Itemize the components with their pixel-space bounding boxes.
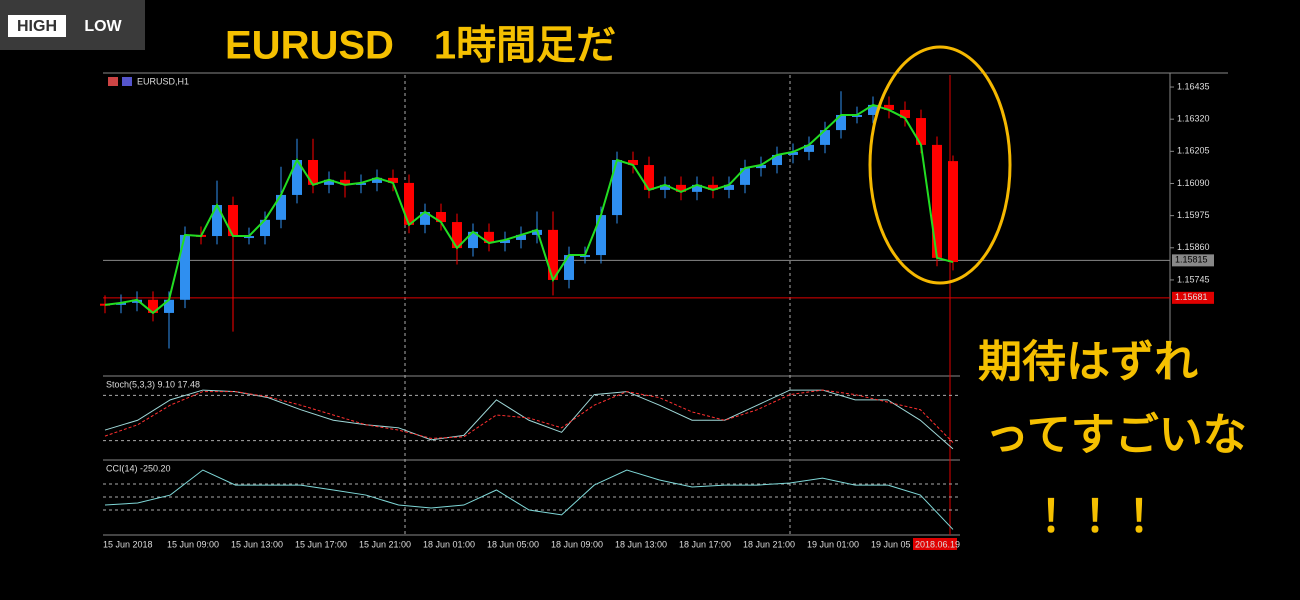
x-tick-label: 15 Jun 2018: [103, 539, 153, 549]
stoch-label: Stoch(5,3,3) 9.10 17.48: [106, 379, 200, 389]
y-tick-label: 1.15745: [1177, 274, 1210, 284]
candle-body: [420, 211, 430, 225]
bid-label-box: [1172, 254, 1214, 267]
candle-body: [276, 194, 286, 220]
x-tick-label: 2018.06.19: [915, 539, 960, 549]
y-tick-label: 1.15975: [1177, 210, 1210, 220]
candle-body: [212, 205, 222, 237]
candle-body: [692, 184, 702, 192]
y-tick-label: 1.15860: [1177, 242, 1210, 252]
candle-body: [564, 255, 574, 280]
candle-body: [308, 159, 318, 185]
candle-body: [436, 211, 446, 223]
candle-body: [324, 179, 334, 185]
x-tick-label: 15 Jun 13:00: [231, 539, 283, 549]
logo-high: HIGH: [17, 18, 57, 35]
ask-label-box: [1172, 291, 1214, 304]
candle-body: [788, 151, 798, 155]
candle-body: [596, 215, 606, 256]
x-tick-label: 18 Jun 01:00: [423, 539, 475, 549]
cci-line: [104, 469, 954, 530]
candle-body: [500, 239, 510, 244]
candle-body: [756, 165, 766, 169]
candle-body: [132, 299, 142, 303]
candle-body: [468, 231, 478, 249]
candle-body: [820, 130, 830, 145]
time-label-box: [913, 538, 957, 550]
title: EURUSD 1時間足だ: [225, 24, 616, 68]
candle-body: [884, 104, 894, 110]
candle-body: [740, 168, 750, 185]
candle-body: [868, 104, 878, 115]
candle-body: [708, 184, 718, 190]
logo-high-box: [8, 15, 66, 37]
x-tick-label: 18 Jun 05:00: [487, 539, 539, 549]
candle-body: [900, 109, 910, 119]
logo-low: LOW: [84, 18, 122, 35]
candle-body: [228, 205, 238, 237]
cci-label: CCI(14) -250.20: [106, 463, 171, 473]
candle-body: [148, 299, 158, 313]
symbol-icon: [122, 77, 132, 86]
x-tick-label: 18 Jun 17:00: [679, 539, 731, 549]
x-tick-label: 15 Jun 17:00: [295, 539, 347, 549]
stoch-line: [104, 389, 954, 443]
candle-body: [676, 184, 686, 192]
candle-body: [516, 234, 526, 240]
x-tick-label: 15 Jun 21:00: [359, 539, 411, 549]
candle-body: [932, 144, 942, 258]
candle-body: [484, 231, 494, 244]
candle-body: [804, 144, 814, 152]
candle-body: [180, 234, 190, 300]
candle-body: [372, 177, 382, 183]
y-tick-label: 1.16090: [1177, 178, 1210, 188]
x-tick-label: 18 Jun 13:00: [615, 539, 667, 549]
candle-body: [164, 299, 174, 313]
highlight-ellipse: [868, 45, 1012, 285]
candle-body: [292, 159, 302, 195]
candle-body: [772, 154, 782, 166]
y-tick-label: 1.16320: [1177, 114, 1210, 124]
candle-body: [340, 179, 350, 185]
y-tick-label: 1.16435: [1177, 81, 1210, 91]
comment-line3: ！！！: [1040, 493, 1172, 542]
candle-body: [916, 118, 926, 145]
close-line: [104, 103, 954, 315]
symbol-label: EURUSD,H1: [137, 76, 189, 86]
candle-body: [628, 159, 638, 166]
candle-body: [452, 222, 462, 249]
x-tick-label: 18 Jun 09:00: [551, 539, 603, 549]
candle-body: [644, 165, 654, 190]
candle-body: [724, 184, 734, 190]
y-tick-label: 1.16205: [1177, 146, 1210, 156]
candle-body: [836, 114, 846, 131]
candle-body: [948, 161, 958, 263]
x-tick-label: 18 Jun 21:00: [743, 539, 795, 549]
candle-body: [404, 182, 414, 225]
symbol-icon: [108, 77, 118, 86]
x-tick-label: 15 Jun 09:00: [167, 539, 219, 549]
bid-label: 1.15815: [1175, 255, 1208, 265]
x-tick-label: 19 Jun 05: [871, 539, 911, 549]
candle-body: [612, 159, 622, 216]
comment-line2: ってすごいな: [985, 411, 1247, 460]
ask-label: 1.15681: [1175, 292, 1208, 302]
candle-body: [260, 219, 270, 237]
candle-body: [660, 184, 670, 190]
x-tick-label: 19 Jun 01:00: [807, 539, 859, 549]
comment-line1: 期待はずれ: [978, 338, 1198, 387]
candle-body: [548, 229, 558, 280]
candle-body: [388, 177, 398, 183]
